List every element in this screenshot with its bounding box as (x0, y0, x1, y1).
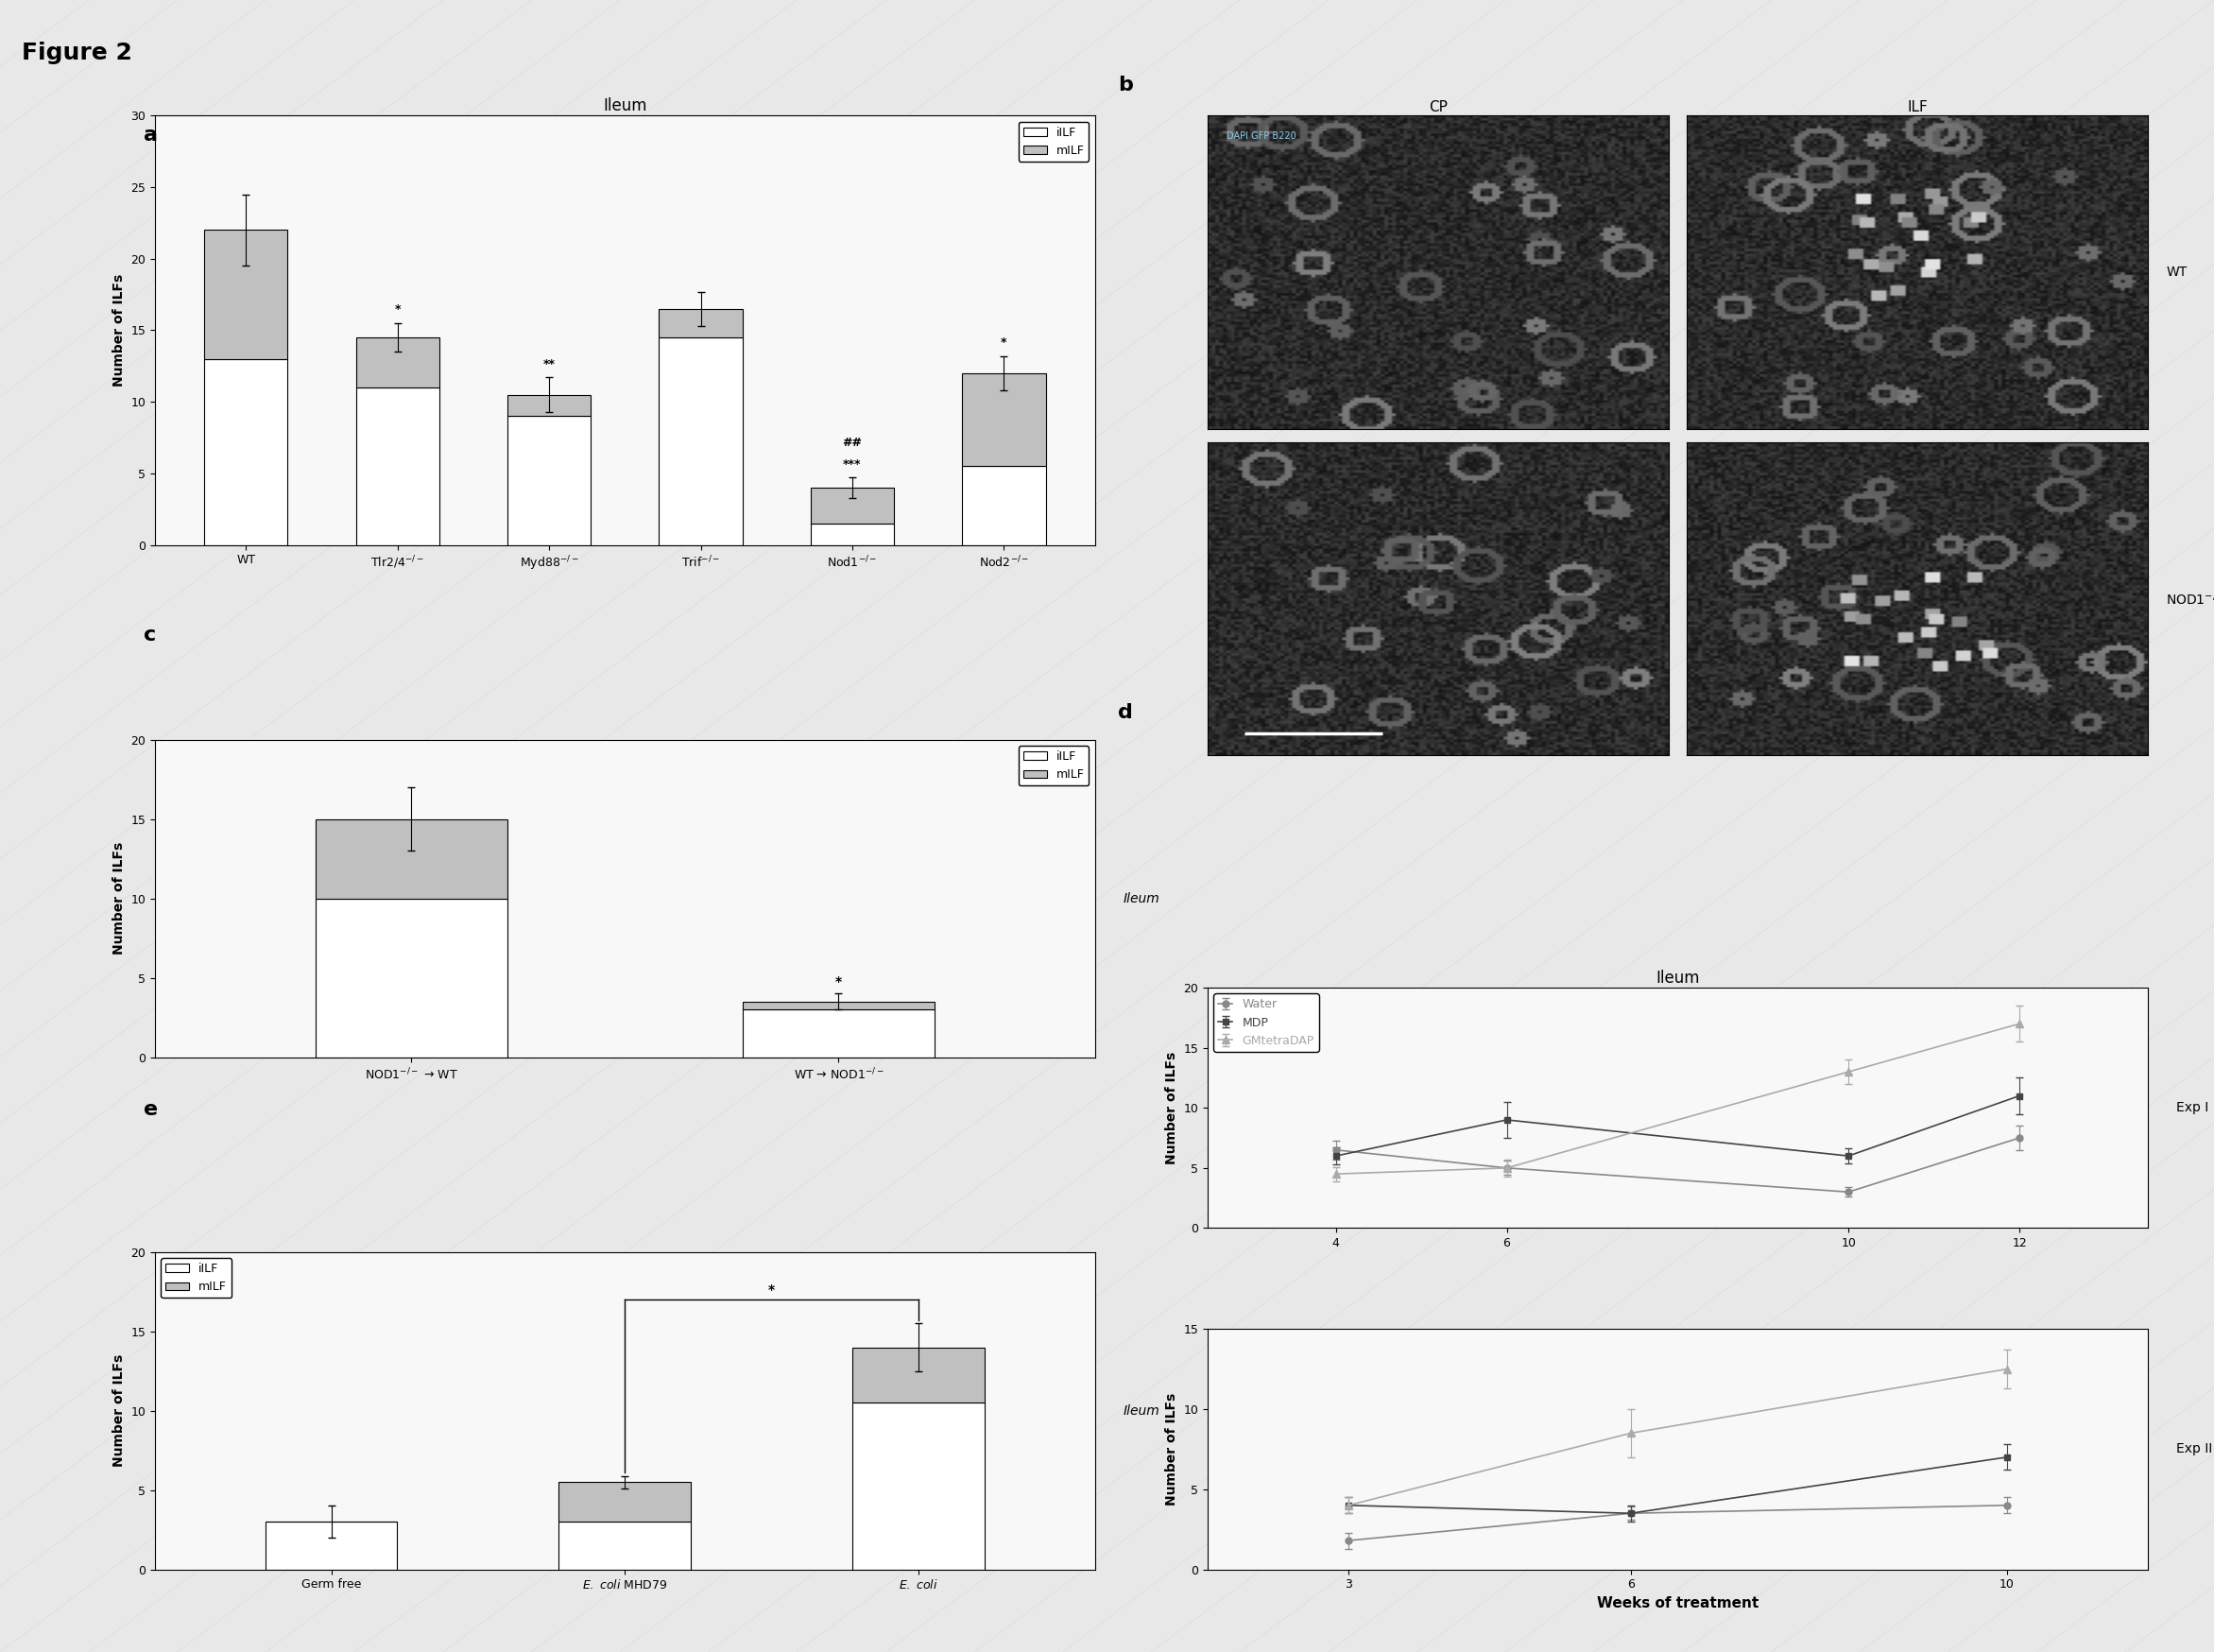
Text: *: * (1001, 337, 1007, 349)
Bar (852, 1348, 985, 1403)
Y-axis label: Number of ILFs: Number of ILFs (113, 843, 126, 955)
Bar (507, 395, 591, 416)
Title: CP: CP (1428, 101, 1448, 114)
Y-axis label: Number of ILFs: Number of ILFs (1165, 1052, 1178, 1165)
Bar (507, 416, 591, 545)
Text: ***: *** (844, 458, 861, 471)
Title: Ileum: Ileum (602, 97, 646, 114)
Bar (810, 524, 894, 545)
Bar (558, 1521, 691, 1569)
Text: Figure 2: Figure 2 (22, 41, 133, 64)
Legend: iILF, mILF: iILF, mILF (1018, 745, 1089, 786)
Text: Exp I: Exp I (2176, 1102, 2207, 1115)
Text: e: e (144, 1100, 157, 1118)
Text: DAPI GFP B220: DAPI GFP B220 (1227, 131, 1295, 140)
Y-axis label: Number of ILFs: Number of ILFs (113, 1355, 126, 1467)
Bar (356, 388, 438, 545)
Bar (742, 1001, 934, 1009)
Text: ##: ## (841, 436, 861, 449)
Bar (963, 373, 1045, 466)
X-axis label: Weeks of treatment: Weeks of treatment (1596, 1596, 1758, 1611)
Bar (742, 1009, 934, 1057)
Text: c: c (144, 626, 157, 644)
Text: Exp II: Exp II (2176, 1442, 2212, 1455)
Bar (660, 337, 742, 545)
Text: *: * (394, 304, 401, 316)
Text: b: b (1118, 76, 1134, 94)
Bar (558, 1482, 691, 1521)
Bar (963, 466, 1045, 545)
Bar (356, 337, 438, 388)
Text: a: a (144, 126, 157, 144)
Text: WT: WT (2165, 266, 2187, 279)
Bar (204, 230, 288, 358)
Text: Ileum: Ileum (1122, 892, 1160, 905)
Legend: iILF, mILF: iILF, mILF (162, 1259, 232, 1298)
Title: Ileum: Ileum (1656, 970, 1700, 986)
Bar (314, 819, 507, 899)
Title: ILF: ILF (1906, 101, 1928, 114)
Text: **: ** (542, 358, 556, 370)
Text: NOD1$^{-/-}$: NOD1$^{-/-}$ (2165, 590, 2214, 608)
Bar (852, 1403, 985, 1569)
Text: *: * (768, 1284, 775, 1297)
Text: *: * (835, 976, 841, 990)
Y-axis label: Number of ILFs: Number of ILFs (1165, 1393, 1178, 1505)
Legend: Water, MDP, GMtetraDAP: Water, MDP, GMtetraDAP (1213, 993, 1320, 1052)
Bar (204, 358, 288, 545)
Text: d: d (1118, 704, 1134, 722)
Bar (660, 309, 742, 337)
Y-axis label: Number of ILFs: Number of ILFs (113, 274, 126, 387)
Legend: iILF, mILF: iILF, mILF (1018, 122, 1089, 162)
Bar (266, 1521, 396, 1569)
Bar (810, 487, 894, 524)
Bar (314, 899, 507, 1057)
Text: Ileum: Ileum (1122, 1404, 1160, 1417)
